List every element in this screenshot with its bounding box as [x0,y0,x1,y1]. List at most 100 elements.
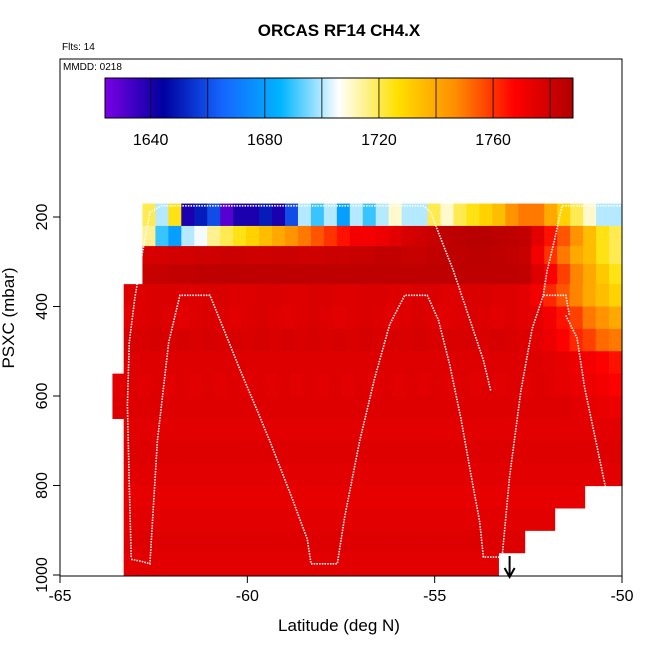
heatmap-cell [392,396,407,419]
heatmap-cell [270,530,285,554]
heatmap-cell [438,463,453,487]
heatmap-cell [570,225,584,247]
heatmap-cell [136,485,151,509]
heatmap-cell [308,485,322,509]
heatmap-cell [123,284,138,308]
heatmap-cell [241,284,256,308]
heatmap-cell [530,306,544,330]
heatmap-cell [112,373,126,397]
heatmap-cell [359,351,374,375]
heatmap-cell [333,328,348,352]
heatmap-cell [571,373,585,397]
heatmap-cell [479,246,493,265]
heatmap-cell [543,463,558,487]
heatmap-cell [418,373,432,397]
heatmap-cell [297,263,312,285]
heatmap-cell [207,203,221,227]
heatmap-cell [220,246,234,265]
heatmap-cell [233,225,247,247]
heatmap-cell [189,463,203,487]
heatmap-cell [595,328,610,352]
heatmap-cell [149,463,164,487]
heatmap-cell [125,396,139,419]
heatmap-cell [490,463,505,487]
heatmap-cell [556,328,571,352]
heatmap-cell [582,351,597,375]
heatmap-cell [341,396,356,419]
heatmap-cell [477,306,492,330]
heatmap-cell [346,440,361,464]
heatmap-cell [177,507,192,531]
heatmap-cell [609,396,623,419]
heatmap-cell [346,306,361,330]
heatmap-cell [569,306,584,330]
heatmap-cell [359,284,374,308]
heatmap-cell [290,373,305,397]
heatmap-cell [346,351,361,375]
x-tick-label: -65 [48,588,71,605]
heatmap-cell [333,463,348,487]
heatmap-cell [531,203,545,227]
heatmap-cell [471,552,486,576]
heatmap-cell [149,418,164,442]
heatmap-cell [123,418,138,442]
heatmap-cell [373,485,388,509]
heatmap-cell [163,440,177,464]
heatmap-cell [375,203,390,227]
heatmap-cell [336,203,351,227]
heatmap-cell [517,306,531,330]
heatmap-cell [543,328,558,352]
heatmap-cell [531,246,545,265]
heatmap-cell [596,225,610,247]
heatmap-cell [418,552,433,576]
heatmap-cell [163,306,177,330]
heatmap-cell [359,440,374,464]
heatmap-cell [460,507,475,531]
heatmap-cell [570,246,584,265]
heatmap-cell [387,485,401,509]
heatmap-cell [487,507,502,531]
heatmap-cell [123,328,138,352]
heatmap-cell [438,306,453,330]
heatmap-cell [511,530,526,554]
heatmap-cell [233,203,247,227]
heatmap-cell [505,485,520,509]
heatmap-cell [190,552,205,576]
heatmap-cell [254,306,269,330]
heatmap-cell [202,351,217,375]
heatmap-cell [453,225,468,247]
heatmap-cell [163,418,177,442]
y-axis: 200 400 600 800 1000 [34,59,61,593]
heatmap-cell [246,263,260,285]
heatmap-cell [270,552,285,576]
heatmap-cell [228,351,243,375]
heatmap-cell [137,396,152,419]
heatmap-cell [155,263,169,285]
heatmap-cell [228,328,243,352]
heatmap-cell [414,203,429,227]
heatmap-cell [479,485,493,509]
heatmap-cell [176,463,190,487]
heatmap-cell [321,485,335,509]
heatmap-cell [215,418,230,442]
heatmap-cell [385,440,400,464]
heatmap-cell [181,203,195,227]
heatmap-cell [543,440,558,464]
heatmap-cell [112,396,126,419]
heatmap-cell [401,203,416,227]
heatmap-cell [466,485,480,509]
heatmap-cell [349,225,364,247]
heatmap-cell [556,306,571,330]
heatmap-cell [254,284,269,308]
x-axis: -65 -60 -55 -50 [48,575,634,605]
heatmap-cell [164,507,179,531]
heatmap-cell [399,306,413,330]
y-axis-label: PSXC (mbar) [0,267,18,368]
heatmap-cell [571,485,586,509]
heatmap-cell [556,463,571,487]
heatmap-cell [217,552,232,576]
heatmap-cell [438,284,453,308]
heatmap-cell [281,418,295,442]
heatmap-cell [583,203,597,227]
heatmap-cell [136,440,151,464]
